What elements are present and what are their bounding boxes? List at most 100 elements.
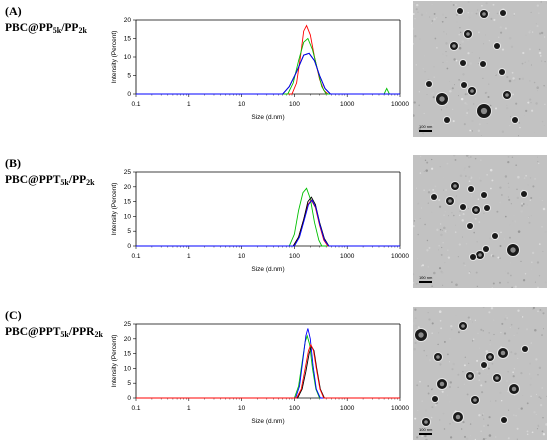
tem-grain: [458, 214, 461, 217]
sample-name-part: PBC@PPT: [5, 326, 61, 338]
sample-name-sub: 5k: [60, 330, 69, 339]
tem-grain: [427, 385, 430, 387]
tem-vesicle: [460, 204, 466, 210]
y-tick-label: 15: [124, 351, 132, 358]
tem-grain: [506, 104, 508, 106]
tem-grain: [541, 387, 543, 389]
tem-grain: [418, 91, 420, 93]
tem-grain: [518, 135, 519, 137]
tem-grain: [467, 108, 470, 112]
tem-grain: [514, 285, 517, 288]
tem-scale-bar: [419, 130, 432, 132]
tem-grain: [465, 175, 467, 177]
tem-grain: [534, 328, 537, 332]
tem-grain: [429, 429, 432, 431]
tem-grain: [441, 13, 445, 16]
tem-grain: [501, 194, 503, 196]
tem-grain: [512, 93, 515, 96]
tem-grain: [538, 48, 541, 51]
tem-vesicle-core: [500, 350, 506, 356]
tem-grain: [448, 361, 450, 363]
tem-grain: [469, 318, 471, 320]
tem-grain: [430, 23, 432, 24]
tem-grain: [529, 362, 532, 365]
x-tick-label: 100: [289, 101, 300, 108]
tem-grain: [423, 112, 425, 114]
tem-grain: [482, 414, 484, 416]
tem-grain: [437, 343, 439, 346]
x-axis-label: Size (d.nm): [251, 418, 284, 425]
tem-grain: [444, 211, 446, 213]
tem-grain: [520, 371, 523, 375]
tem-grain: [481, 5, 483, 7]
tem-grain: [454, 158, 457, 161]
y-tick-label: 15: [124, 36, 132, 43]
tem-grain: [417, 326, 420, 329]
tem-grain: [506, 317, 508, 319]
tem-grain: [508, 186, 510, 189]
tem-vesicle-core: [439, 96, 445, 102]
tem-grain: [478, 372, 481, 375]
tem-grain: [422, 68, 424, 70]
y-tick-label: 10: [124, 213, 132, 220]
tem-grain: [424, 434, 427, 438]
tem-vesicle-core: [488, 355, 492, 359]
tem-grain: [440, 253, 443, 256]
sample-name-part: /PPR: [68, 326, 95, 338]
tem-grain: [466, 393, 469, 396]
tem-grain: [499, 281, 501, 284]
tem-grain: [530, 215, 532, 217]
tem-grain: [529, 98, 532, 101]
x-tick-label: 10000: [391, 253, 409, 260]
tem-grain: [524, 307, 527, 308]
tem-grain: [542, 312, 545, 315]
tem-grain: [515, 102, 518, 105]
x-tick-label: 10: [238, 253, 246, 260]
sample-name-sub: 5k: [60, 178, 69, 187]
tem-grain: [504, 175, 508, 178]
tem-grain: [507, 339, 511, 343]
tem-grain: [537, 160, 539, 163]
tem-grain: [432, 96, 435, 99]
tem-grain: [492, 3, 495, 6]
tem-grain: [413, 220, 416, 222]
y-axis-label: Intensity (Percent): [111, 335, 118, 388]
tem-scale-bar-label: 100 nm: [419, 427, 433, 432]
tem-grain: [464, 264, 466, 267]
tem-grain: [542, 433, 546, 436]
tem-grain: [517, 357, 519, 359]
x-tick-label: 1: [187, 101, 191, 108]
tem-grain: [487, 367, 490, 370]
tem-vesicle-core: [466, 32, 470, 36]
tem-grain: [462, 262, 465, 265]
tem-grain: [514, 220, 517, 223]
y-tick-label: 0: [127, 91, 131, 98]
tem-grain: [499, 201, 502, 204]
tem-grain: [462, 236, 463, 238]
tem-grain: [475, 271, 478, 274]
tem-grain: [423, 349, 425, 352]
tem-grain: [507, 182, 509, 184]
tem-grain: [546, 2, 547, 4]
tem-grain: [453, 58, 456, 61]
tem-grain: [539, 397, 542, 400]
tem-grain: [452, 155, 456, 157]
tem-grain: [425, 12, 427, 14]
tem-grain: [529, 383, 532, 386]
tem-grain: [460, 31, 462, 33]
tem-vesicle: [457, 8, 463, 14]
tem-grain: [542, 207, 546, 211]
x-tick-label: 1: [187, 405, 191, 412]
tem-grain: [417, 202, 420, 205]
tem-grain: [414, 18, 416, 20]
tem-grain: [517, 230, 521, 233]
y-tick-label: 0: [127, 243, 131, 250]
tem-grain: [475, 12, 478, 15]
tem-vesicle-core: [436, 355, 440, 359]
tem-grain: [478, 123, 481, 126]
tem-grain: [500, 231, 502, 234]
tem-grain: [541, 334, 543, 337]
tem-grain: [468, 180, 471, 183]
tem-grain: [518, 122, 520, 124]
tem-grain: [458, 46, 462, 50]
